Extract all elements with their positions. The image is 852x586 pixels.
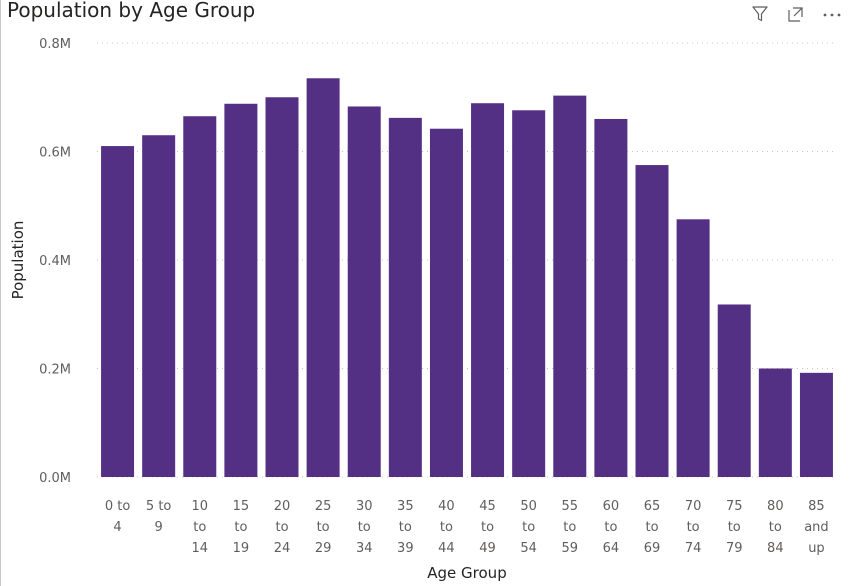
more-options-icon[interactable]: [822, 5, 842, 23]
x-tick-label: 65 to 69: [644, 499, 661, 556]
x-tick-label: 0 to 4: [105, 499, 131, 535]
x-tick-label: 40 to 44: [438, 499, 455, 556]
y-tick-label: 0.6M: [39, 146, 71, 161]
x-tick-label: 35 to 39: [397, 499, 414, 556]
y-tick-label: 0.8M: [39, 37, 71, 52]
x-tick-label: 45 to 49: [479, 499, 496, 556]
x-tick-label: 20 to 24: [274, 499, 291, 556]
bar[interactable]: [676, 219, 710, 477]
x-tick-label: 10 to 14: [192, 499, 209, 556]
bar[interactable]: [347, 106, 381, 477]
y-axis-title: Population: [9, 221, 27, 300]
bar[interactable]: [388, 117, 422, 478]
gridlines: [97, 42, 837, 478]
bar[interactable]: [758, 368, 792, 478]
bar[interactable]: [142, 135, 176, 477]
y-tick-label: 0.0M: [39, 471, 71, 486]
bar[interactable]: [224, 103, 258, 477]
bars: [101, 78, 833, 478]
y-tick-label: 0.2M: [39, 363, 71, 378]
x-tick-label: 55 to 59: [562, 499, 579, 556]
bar[interactable]: [594, 118, 628, 477]
bar[interactable]: [799, 372, 833, 477]
x-axis-ticks: 0 to 4 5 to 9 10 to 14 15 to 19 20 to 24 25 to 29 30 to 34…: [105, 499, 829, 556]
bar[interactable]: [553, 95, 587, 477]
bar[interactable]: [101, 146, 135, 477]
x-tick-label: 25 to 29: [315, 499, 332, 556]
visual-toolbar: [750, 5, 842, 23]
bar[interactable]: [265, 97, 299, 477]
x-tick-label: 75 to 79: [726, 499, 743, 556]
x-axis-title: Age Group: [427, 564, 506, 582]
y-axis-ticks: 0.0M 0.2M 0.4M 0.6M 0.8M: [39, 37, 71, 486]
bar[interactable]: [183, 116, 217, 478]
bar[interactable]: [635, 165, 669, 477]
focus-mode-icon[interactable]: [786, 5, 806, 23]
bar[interactable]: [512, 110, 546, 478]
x-tick-label: 15 to 19: [233, 499, 250, 556]
x-tick-label: 60 to 64: [603, 499, 620, 556]
bar[interactable]: [471, 103, 505, 477]
x-tick-label: 50 to 54: [520, 499, 537, 556]
bar[interactable]: [717, 304, 751, 477]
chart-title: Population by Age Group: [7, 0, 256, 22]
x-tick-label: 70 to 74: [685, 499, 702, 556]
bar[interactable]: [306, 78, 340, 477]
x-tick-label: 80 to 84: [767, 499, 784, 556]
x-tick-label: 30 to 34: [356, 499, 373, 556]
y-tick-label: 0.4M: [39, 254, 71, 269]
filter-icon[interactable]: [750, 5, 770, 23]
x-tick-label: 5 to 9: [146, 499, 172, 535]
x-tick-label: 85 and up: [804, 499, 828, 556]
bar[interactable]: [429, 128, 463, 477]
